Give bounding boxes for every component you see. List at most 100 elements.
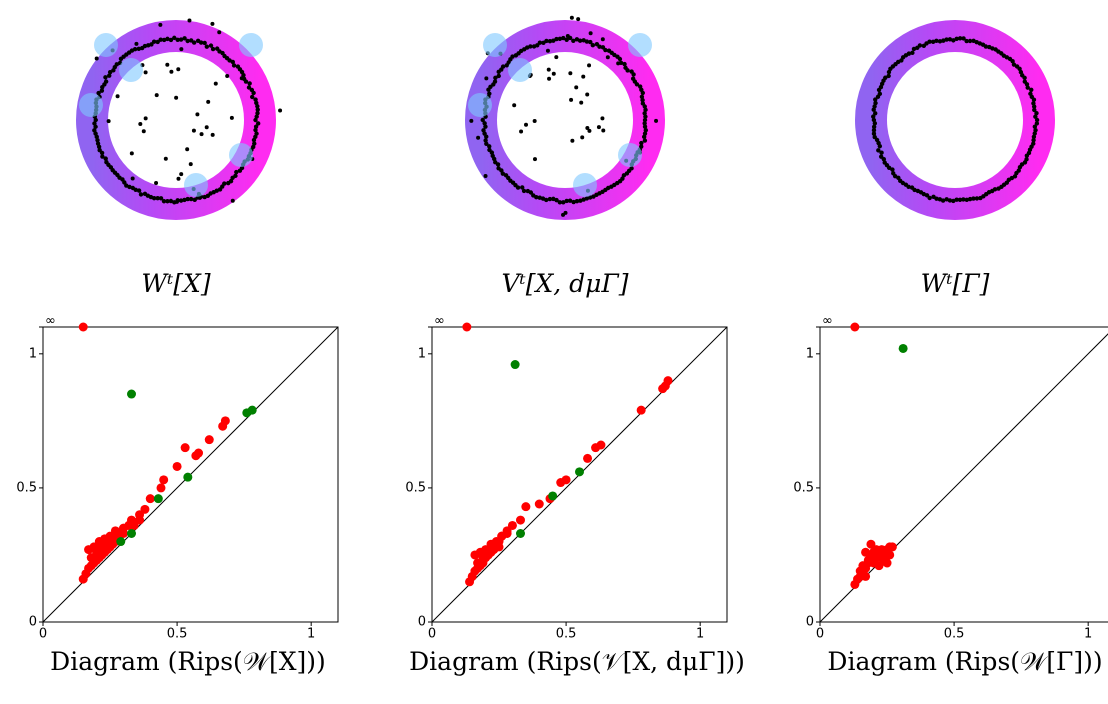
x-tick-label: 0 — [816, 627, 824, 642]
sample-point — [873, 100, 878, 106]
sample-point — [537, 195, 542, 200]
sample-point — [188, 196, 194, 202]
diagram-point — [850, 322, 860, 332]
sample-point — [535, 43, 540, 48]
sample-point — [185, 38, 190, 44]
sample-point — [103, 79, 109, 84]
sample-point — [492, 79, 498, 84]
outlier-ball — [573, 173, 597, 197]
sample-point — [217, 187, 223, 192]
noise-point — [154, 180, 159, 185]
x-axis-label: Diagram (Rips(𝒲[Γ])) — [827, 647, 1102, 676]
noise-point — [143, 70, 148, 75]
image-caption: Vᵗ[X, dμΓ] — [501, 269, 628, 298]
noise-point — [532, 119, 537, 124]
sample-point — [168, 198, 174, 204]
sample-point — [202, 40, 207, 46]
sample-point — [95, 141, 101, 146]
diagram-point — [118, 529, 128, 538]
sample-point — [182, 36, 187, 41]
sample-point — [191, 40, 197, 45]
sample-point — [254, 100, 259, 106]
noise-point — [204, 125, 209, 130]
sample-point — [874, 137, 880, 143]
diagram-point — [510, 360, 520, 370]
sample-point — [643, 114, 648, 119]
diagram-point — [898, 343, 908, 353]
sample-point — [255, 104, 260, 109]
sample-point — [93, 124, 98, 129]
sample-point — [871, 131, 877, 136]
noise-point — [569, 15, 574, 20]
sample-point — [567, 198, 573, 203]
noise-point — [579, 100, 584, 105]
noise-point — [278, 108, 283, 113]
sample-point — [883, 75, 888, 80]
sample-point — [910, 50, 915, 56]
sample-point — [954, 36, 959, 42]
sample-point — [890, 167, 895, 172]
sample-point — [165, 36, 170, 42]
diagram-point — [521, 502, 531, 512]
sample-point — [161, 37, 167, 43]
sample-point — [490, 153, 495, 159]
sample-point — [92, 128, 97, 133]
diagram-point — [494, 542, 504, 552]
sample-point — [625, 68, 630, 73]
x-tick-label: 0 — [39, 627, 47, 642]
sample-point — [1024, 153, 1030, 158]
noise-point — [587, 63, 592, 68]
sample-point — [99, 88, 105, 93]
sample-point — [202, 194, 207, 200]
sample-point — [873, 97, 878, 102]
sample-point — [151, 39, 157, 44]
sample-point — [551, 196, 556, 202]
noise-point — [106, 119, 111, 124]
noise-point — [225, 73, 230, 78]
noise-point — [588, 31, 593, 36]
sample-point — [639, 94, 645, 99]
sample-point — [588, 39, 593, 45]
sample-point — [957, 36, 963, 41]
sample-point — [525, 188, 531, 194]
sample-point — [114, 62, 119, 67]
noise-point — [574, 85, 579, 90]
noise-point — [568, 71, 573, 76]
sample-point — [622, 61, 627, 67]
y-tick-label: 0.5 — [405, 480, 426, 495]
y-tick-label: 0.5 — [16, 480, 37, 495]
diagram-point — [636, 405, 646, 415]
sample-point — [642, 104, 647, 109]
x-tick-label: 0 — [428, 627, 436, 642]
sample-point — [172, 35, 177, 41]
sample-point — [182, 197, 187, 203]
sample-point — [983, 44, 989, 49]
sample-point — [571, 199, 576, 205]
sample-point — [1033, 127, 1038, 133]
noise-point — [138, 122, 143, 127]
noise-point — [129, 151, 134, 156]
sample-point — [100, 154, 105, 159]
sample-point — [230, 59, 236, 65]
sample-point — [631, 72, 636, 77]
sample-point — [961, 36, 966, 41]
outlier-ball — [468, 93, 492, 117]
noise-point — [545, 48, 550, 53]
sample-point — [574, 198, 580, 204]
sample-point — [483, 138, 488, 143]
sample-point — [493, 160, 498, 165]
sample-point — [597, 44, 602, 49]
sample-point — [640, 97, 645, 103]
diagram-point — [116, 537, 126, 547]
sample-point — [909, 185, 915, 190]
sample-point — [642, 117, 648, 123]
noise-point — [179, 172, 184, 177]
diagram-point — [145, 494, 155, 504]
diagram-point — [871, 545, 881, 555]
sample-point — [927, 39, 932, 44]
noise-point — [143, 116, 148, 121]
diagram-point — [534, 499, 544, 509]
sample-point — [255, 107, 260, 112]
axes-frame — [431, 326, 728, 623]
sample-point — [564, 198, 569, 204]
